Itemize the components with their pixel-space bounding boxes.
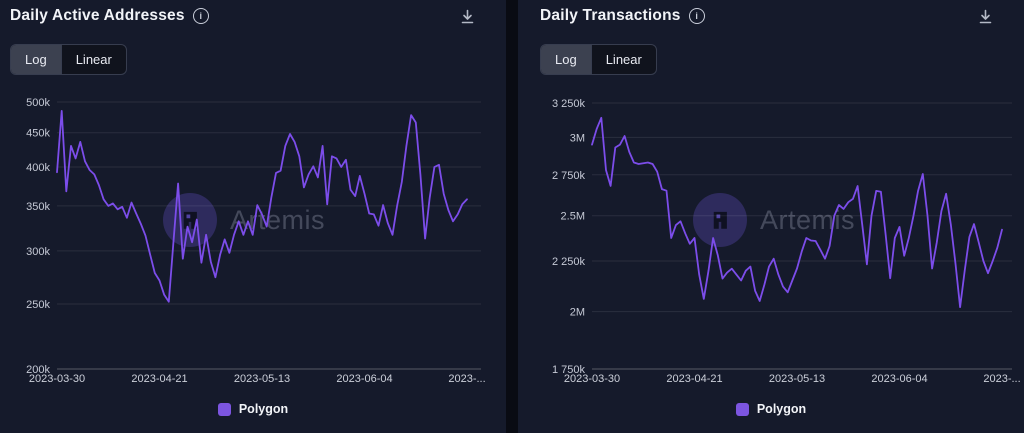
scale-toggle: Log Linear [10, 44, 127, 75]
chart-title: Daily Transactions [540, 7, 681, 24]
line-chart-daily-transactions[interactable]: 3 250k 3M 2 750k 2.5M 2 250k 2M 1 750k2023-03-… [518, 0, 1024, 433]
y-axis-tick-label: 500k [26, 97, 50, 109]
download-icon[interactable] [459, 8, 476, 25]
toggle-log[interactable]: Log [11, 45, 61, 74]
y-axis-tick-label: 3M [570, 132, 585, 144]
x-axis-tick-label: 2023-03-30 [564, 373, 620, 385]
download-icon[interactable] [977, 8, 994, 25]
scale-toggle: Log Linear [540, 44, 657, 75]
y-axis-tick-label: 400k [26, 162, 50, 174]
info-icon[interactable]: i [688, 8, 705, 24]
y-axis-tick-label: 250k [26, 299, 50, 311]
x-axis-tick-label: 2023-05-13 [769, 373, 825, 385]
y-axis-tick-label: 3 250k [552, 98, 586, 110]
x-axis-tick-label: 2023-04-21 [131, 373, 187, 385]
y-axis-tick-label: 2 750k [552, 170, 586, 182]
x-axis-tick-label: 2023-03-30 [29, 373, 85, 385]
y-axis-tick-label: 300k [26, 246, 50, 258]
toggle-linear[interactable]: Linear [60, 45, 126, 74]
series-line-polygon [56, 110, 468, 303]
y-axis-tick-label: 200k [26, 364, 50, 376]
legend-swatch-icon [735, 402, 749, 416]
panel-daily-transactions: Daily Transactions i Log Linear Artemis … [518, 0, 1024, 433]
y-axis-tick-label: 2 250k [552, 256, 586, 268]
toggle-linear[interactable]: Linear [590, 45, 656, 74]
series-line-polygon [591, 116, 1003, 309]
x-axis-tick-label: 2023-06-04 [336, 373, 392, 385]
y-axis-tick-label: 450k [26, 128, 50, 140]
panel-header: Daily Transactions i [540, 7, 705, 25]
x-axis-tick-label: 2023-06-04 [871, 373, 927, 385]
x-axis-tick-label: 2023-04-21 [666, 373, 722, 385]
x-axis-tick-label: 2023-... [983, 373, 1020, 385]
y-axis-tick-label: 350k [26, 201, 50, 213]
chart-title: Daily Active Addresses [10, 7, 185, 24]
legend-swatch-icon [217, 402, 231, 416]
legend-item-polygon[interactable]: Polygon [0, 402, 506, 416]
y-axis-tick-label: 2.5M [561, 211, 585, 223]
panel-daily-active-addresses: Daily Active Addresses i Log Linear Arte… [0, 0, 506, 433]
y-axis-tick-label: 1 750k [552, 364, 586, 376]
legend-label: Polygon [756, 402, 807, 416]
panel-header: Daily Active Addresses i [10, 7, 209, 25]
info-icon[interactable]: i [192, 8, 209, 24]
toggle-log[interactable]: Log [541, 45, 591, 74]
x-axis-tick-label: 2023-... [448, 373, 485, 385]
x-axis-tick-label: 2023-05-13 [234, 373, 290, 385]
legend-label: Polygon [238, 402, 289, 416]
legend-item-polygon[interactable]: Polygon [518, 402, 1024, 416]
y-axis-tick-label: 2M [570, 307, 585, 319]
